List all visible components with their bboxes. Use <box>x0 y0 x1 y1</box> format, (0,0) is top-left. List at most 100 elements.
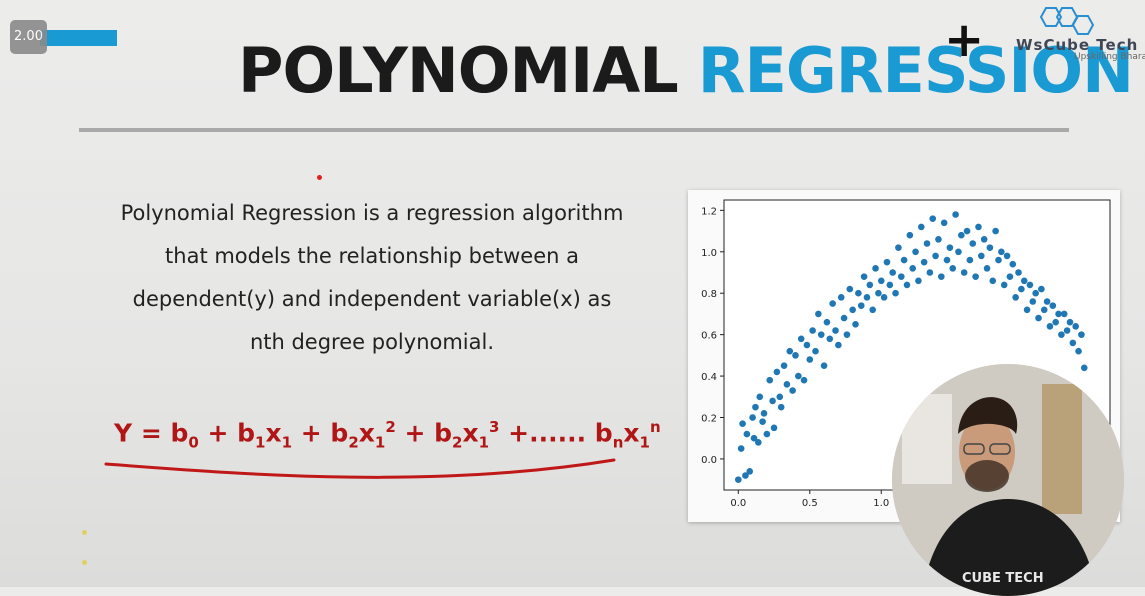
y-tick-label: 1.2 <box>701 206 717 217</box>
logo-name: WsCube Tech <box>1016 36 1139 54</box>
scatter-point <box>797 335 805 343</box>
scatter-point <box>800 376 808 384</box>
scatter-point <box>900 256 908 264</box>
scatter-point <box>795 372 802 380</box>
plus-icon: + <box>944 12 985 68</box>
y-tick-label: 0.8 <box>701 289 717 300</box>
y-tick-label: 0.4 <box>701 372 717 383</box>
scatter-point <box>792 352 799 359</box>
scatter-point <box>897 273 905 280</box>
logo-tagline: Upskilling Bharat <box>1074 52 1145 62</box>
scatter-point <box>786 347 794 355</box>
cursor-dot <box>317 175 322 180</box>
scatter-point <box>749 414 756 421</box>
scatter-point <box>972 273 979 280</box>
scatter-point <box>940 219 948 227</box>
scatter-point <box>826 335 834 343</box>
scatter-point <box>1052 318 1059 326</box>
scatter-point <box>1000 281 1008 289</box>
scatter-point <box>1078 331 1085 338</box>
scatter-point <box>823 318 831 326</box>
scatter-point <box>969 240 977 247</box>
scatter-point <box>929 215 937 222</box>
scatter-point <box>1049 302 1057 309</box>
scatter-point <box>1029 298 1037 305</box>
polynomial-formula: Y = b0 + b1x1 + b2x12 + b2x13 +...... bn… <box>114 418 661 452</box>
playback-speed-badge[interactable]: 2.00 <box>10 20 47 54</box>
formula-underline <box>104 458 616 479</box>
scatter-point <box>756 393 764 401</box>
scatter-point <box>812 347 819 355</box>
scatter-point <box>1069 339 1077 347</box>
scatter-point <box>857 302 865 309</box>
scatter-point <box>849 306 856 314</box>
title-divider <box>79 128 1069 132</box>
scatter-point <box>815 310 822 318</box>
scatter-point <box>935 236 942 243</box>
scatter-point <box>938 273 945 280</box>
scatter-point <box>923 240 931 247</box>
scatter-point <box>906 231 914 239</box>
x-tick-label: 0.5 <box>802 498 818 509</box>
scatter-point <box>920 258 928 266</box>
scatter-point <box>966 256 974 264</box>
scatter-point <box>983 265 991 272</box>
scatter-point <box>866 281 874 289</box>
scatter-point <box>1060 310 1068 318</box>
scatter-point <box>963 227 971 235</box>
scatter-point <box>837 294 845 301</box>
scatter-point <box>949 265 957 272</box>
scatter-point <box>952 211 959 218</box>
scatter-point <box>1023 306 1031 314</box>
scatter-point <box>750 434 758 442</box>
scatter-point <box>978 252 985 260</box>
scatter-point <box>835 341 842 349</box>
scatter-point <box>869 306 876 314</box>
title-word-polynomial: POLYNOMIAL <box>238 34 679 107</box>
scatter-point <box>1072 323 1079 330</box>
scatter-point <box>840 314 848 322</box>
scatter-point <box>752 403 759 411</box>
scatter-point <box>895 244 902 251</box>
scatter-point <box>832 327 839 334</box>
scatter-point <box>855 289 862 297</box>
y-tick-label: 0.2 <box>701 414 717 425</box>
scatter-point <box>912 248 919 256</box>
hexagon-logo-icon <box>1039 7 1095 35</box>
scatter-point <box>1018 285 1025 293</box>
scatter-point <box>1075 347 1082 355</box>
scatter-point <box>759 418 766 425</box>
scatter-point <box>986 244 994 251</box>
definition-text: Polynomial Regression is a regression al… <box>72 192 672 364</box>
scatter-point <box>852 320 859 328</box>
definition-line: dependent(y) and independent variable(x)… <box>132 287 612 311</box>
scatter-point <box>1009 260 1017 268</box>
formula-lhs: Y <box>114 418 133 448</box>
scatter-point <box>789 387 796 394</box>
scatter-point <box>820 362 828 370</box>
scatter-point <box>863 294 871 301</box>
scatter-point <box>1038 285 1045 293</box>
scatter-point <box>880 294 888 301</box>
shirt-text: CUBE TECH <box>962 571 1044 586</box>
scatter-point <box>1080 364 1088 372</box>
scatter-point <box>960 269 968 276</box>
scatter-point <box>995 256 1002 264</box>
scatter-point <box>932 252 939 260</box>
scatter-point <box>980 236 988 243</box>
scatter-point <box>892 289 899 297</box>
presenter-video: CUBE TECH <box>892 364 1124 596</box>
scatter-point <box>958 231 965 239</box>
scatter-point <box>780 362 788 370</box>
scatter-point <box>739 420 746 428</box>
scatter-point <box>1040 306 1048 314</box>
y-tick-label: 0.6 <box>701 331 717 342</box>
scatter-point <box>763 430 771 438</box>
scatter-point <box>915 277 922 285</box>
scatter-point <box>1043 298 1051 305</box>
scatter-point <box>746 468 754 475</box>
scatter-point <box>1063 327 1071 334</box>
presenter-webcam: CUBE TECH <box>892 364 1124 596</box>
scatter-point <box>743 430 751 438</box>
scatter-point <box>773 368 781 376</box>
